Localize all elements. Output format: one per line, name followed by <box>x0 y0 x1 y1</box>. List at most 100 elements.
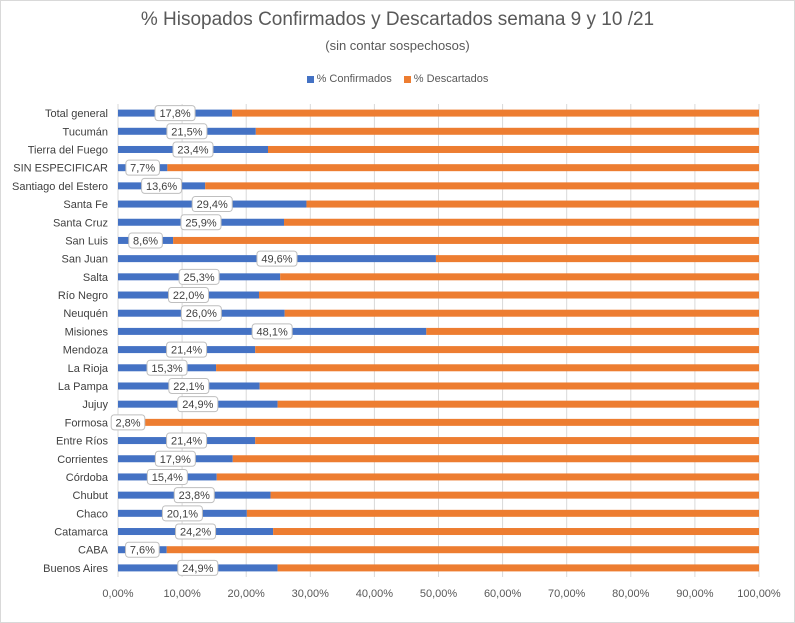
data-label-box <box>154 450 196 467</box>
data-label: 21,4% <box>171 345 202 357</box>
data-label: 25,3% <box>183 272 214 284</box>
category-label: Tucumán <box>63 126 108 138</box>
category-label: Total general <box>45 108 108 120</box>
x-tick-label: 60,00% <box>484 588 522 600</box>
bar-descartados <box>267 145 759 153</box>
data-label-box <box>251 323 293 340</box>
data-label: 22,1% <box>173 381 204 393</box>
category-label: SIN ESPECIFICAR <box>13 163 108 175</box>
data-label-box <box>128 232 163 249</box>
data-label: 20,1% <box>167 508 198 520</box>
data-label-box <box>175 523 217 540</box>
data-label: 49,6% <box>261 254 292 266</box>
bar-descartados <box>273 528 759 536</box>
data-label-box <box>172 141 214 158</box>
data-label: 48,1% <box>257 326 288 338</box>
bar-descartados <box>232 455 759 463</box>
data-label-box <box>178 268 220 285</box>
category-label: Mendoza <box>63 345 109 357</box>
bar-descartados <box>284 309 759 317</box>
bar-descartados <box>259 291 759 299</box>
category-label: San Juan <box>62 254 108 266</box>
data-label-box <box>168 377 210 394</box>
category-label: Santa Fe <box>63 199 108 211</box>
category-label: Corrientes <box>57 454 108 466</box>
bar-descartados <box>205 182 759 190</box>
legend: % Confirmados % Descartados <box>0 73 795 85</box>
category-label: Chubut <box>73 490 108 502</box>
data-label: 24,9% <box>182 563 213 575</box>
legend-item-confirmados: % Confirmados <box>306 73 392 85</box>
legend-label-descartados: % Descartados <box>413 73 489 85</box>
category-label: Neuquén <box>63 308 108 320</box>
bar-descartados <box>246 509 759 517</box>
bar-descartados <box>426 327 759 335</box>
bar-descartados <box>270 491 759 499</box>
data-label: 21,5% <box>171 126 202 138</box>
data-label-box <box>154 105 196 122</box>
x-tick-label: 20,00% <box>228 588 266 600</box>
category-label: San Luis <box>65 235 108 247</box>
data-label: 17,9% <box>160 454 191 466</box>
category-label: Chaco <box>76 508 108 520</box>
legend-item-descartados: % Descartados <box>403 73 489 85</box>
data-label: 24,2% <box>180 527 211 539</box>
data-label-box <box>166 432 208 449</box>
x-tick-label: 10,00% <box>163 588 201 600</box>
data-label-box <box>125 159 160 176</box>
data-label: 17,8% <box>159 108 190 120</box>
data-label-box <box>191 196 233 213</box>
data-label: 21,4% <box>171 436 202 448</box>
bar-descartados <box>277 564 759 572</box>
data-label: 13,6% <box>146 181 177 193</box>
category-label: Jujuy <box>82 399 108 411</box>
x-tick-label: 40,00% <box>356 588 394 600</box>
x-tick-label: 90,00% <box>676 588 714 600</box>
data-label-box <box>161 505 203 522</box>
category-label: Salta <box>83 272 109 284</box>
bar-descartados <box>255 127 759 135</box>
category-label: Entre Ríos <box>56 436 108 448</box>
data-label: 29,4% <box>197 199 228 211</box>
data-label-box <box>177 396 219 413</box>
category-label: Tierra del Fuego <box>28 144 108 156</box>
category-label: Córdoba <box>66 472 109 484</box>
bar-descartados <box>232 109 759 117</box>
data-label-box <box>256 250 298 267</box>
bar-descartados <box>306 200 759 208</box>
data-label-box <box>166 123 208 140</box>
bar-descartados <box>284 218 759 226</box>
data-label-box <box>110 414 146 431</box>
bar-descartados <box>216 364 759 372</box>
category-label: Catamarca <box>54 527 109 539</box>
data-label-box <box>146 359 188 376</box>
bar-descartados <box>167 164 759 172</box>
chart-subtitle: (sin contar sospechosos) <box>325 38 470 53</box>
category-label: Santiago del Estero <box>12 181 108 193</box>
bar-descartados <box>277 400 759 408</box>
x-tick-label: 80,00% <box>612 588 650 600</box>
x-tick-label: 50,00% <box>420 588 458 600</box>
data-label-box <box>141 177 183 194</box>
data-label-box <box>180 305 222 322</box>
data-label: 23,4% <box>177 144 208 156</box>
data-label: 22,0% <box>173 290 204 302</box>
data-label: 15,3% <box>151 363 182 375</box>
data-label-box <box>125 541 160 558</box>
category-label: La Rioja <box>68 363 109 375</box>
x-tick-label: 0,00% <box>102 588 133 600</box>
bar-descartados <box>166 546 759 554</box>
data-label-box <box>168 287 210 304</box>
data-label: 8,6% <box>133 235 158 247</box>
bar-descartados <box>216 473 760 481</box>
data-label: 24,9% <box>182 399 213 411</box>
category-label: CABA <box>78 545 109 557</box>
legend-swatch-confirmados <box>306 75 314 83</box>
chart-title: % Hisopados Confirmados y Descartados se… <box>140 9 655 30</box>
data-label: 25,9% <box>185 217 216 229</box>
category-label: Buenos Aires <box>43 563 108 575</box>
category-label: Formosa <box>65 417 109 429</box>
bar-descartados <box>255 346 759 354</box>
category-label: Santa Cruz <box>53 217 108 229</box>
